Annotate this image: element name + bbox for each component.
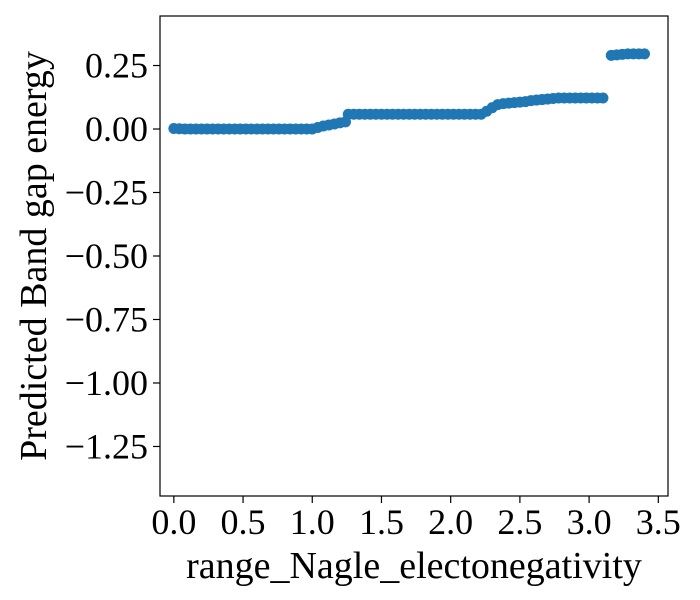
x-axis-title: range_Nagle_electonegativity xyxy=(186,545,642,587)
y-axis-ticks: 0.25 0.00 −0.25 −0.50 −0.75 −1.00 −1.25 xyxy=(65,46,160,466)
y-tick-label: −0.75 xyxy=(65,299,148,339)
y-tick-label: 0.00 xyxy=(85,109,148,149)
x-axis-ticks: 0.0 0.5 1.0 1.5 2.0 2.5 3.0 3.5 xyxy=(151,496,681,542)
x-tick-label: 3.5 xyxy=(636,502,681,542)
x-tick-label: 2.5 xyxy=(497,502,542,542)
x-tick-label: 2.0 xyxy=(428,502,473,542)
y-tick-label: −1.00 xyxy=(65,363,148,403)
y-axis-title: Predicted Band gap energy xyxy=(13,51,55,461)
data-points xyxy=(168,48,650,135)
y-tick-label: 0.25 xyxy=(85,46,148,86)
data-point xyxy=(638,48,650,60)
y-tick-label: −0.50 xyxy=(65,236,148,276)
y-tick-label: −1.25 xyxy=(65,426,148,466)
y-tick-label: −0.25 xyxy=(65,173,148,213)
x-tick-label: 3.0 xyxy=(567,502,612,542)
data-point xyxy=(597,92,609,104)
plot-frame xyxy=(159,15,669,497)
x-tick-label: 1.5 xyxy=(359,502,404,542)
x-tick-label: 0.5 xyxy=(221,502,266,542)
x-tick-label: 1.0 xyxy=(290,502,335,542)
x-tick-label: 0.0 xyxy=(151,502,196,542)
